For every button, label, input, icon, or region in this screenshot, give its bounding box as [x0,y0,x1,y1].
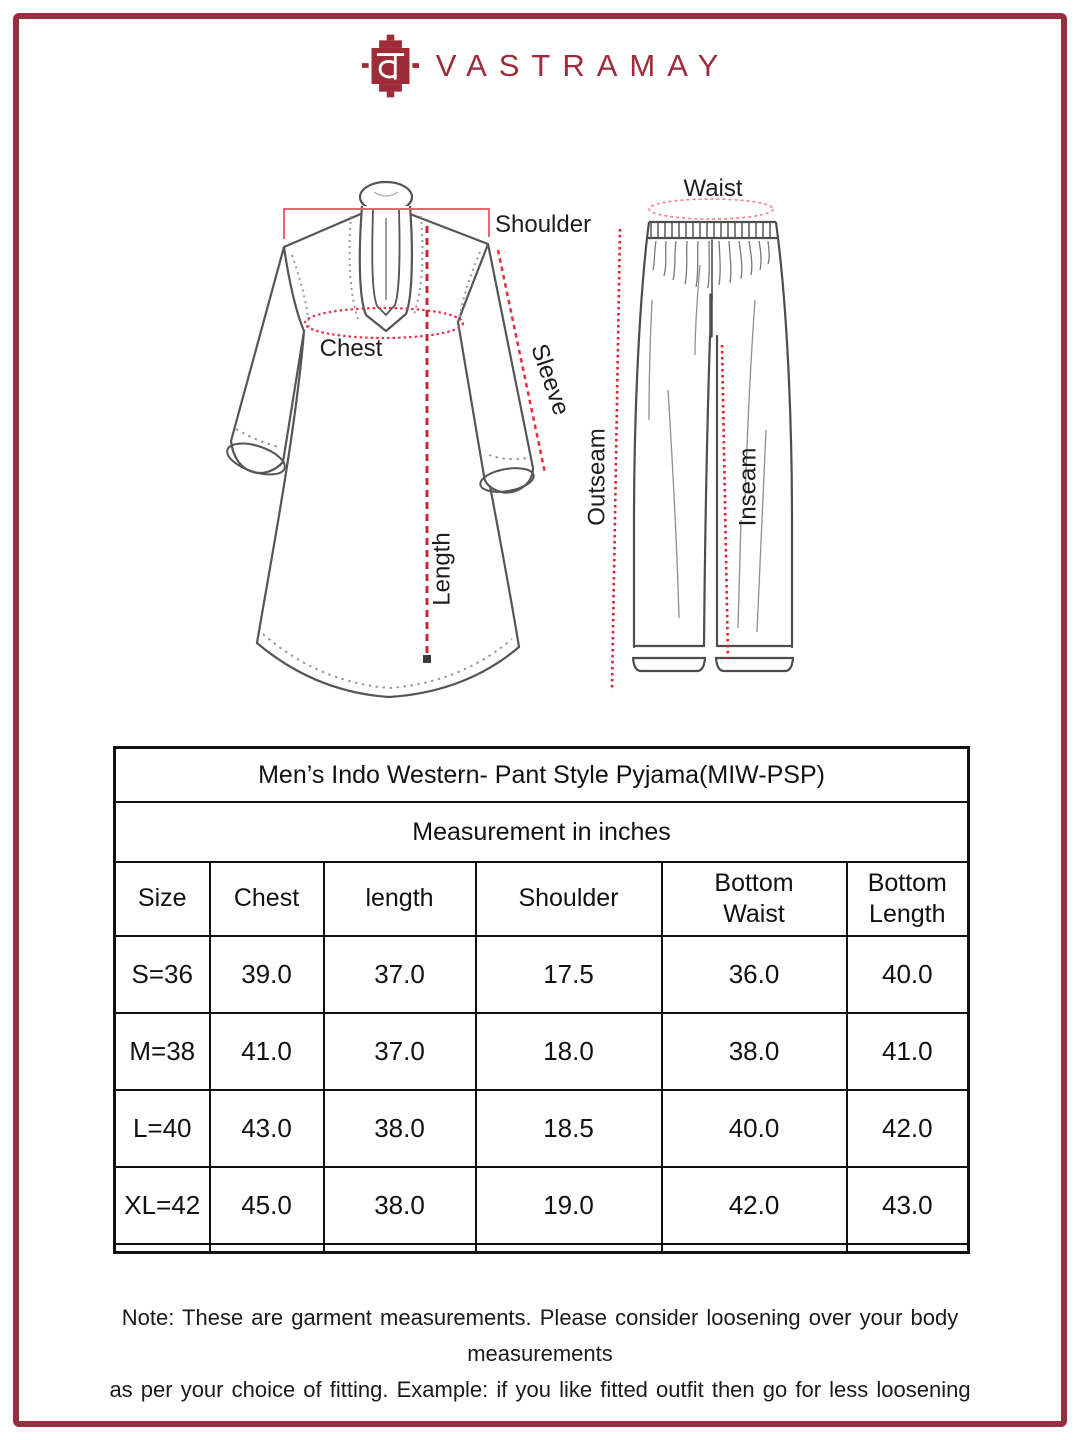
empty-cell [208,1243,325,1254]
sleeve-label: Sleeve [525,341,574,419]
cell-bottom-waist: 36.0 [660,935,848,1014]
cell-shoulder: 19.0 [474,1166,663,1245]
outseam-label: Outseam [583,428,610,525]
pyjama-waistband [645,220,780,240]
column-header-shoulder: Shoulder [474,861,663,937]
size-row-l: L=40 43.0 38.0 18.5 40.0 42.0 [113,1089,970,1168]
pyjama-wrinkle-lines [648,264,767,633]
cell-bottom-length: 43.0 [845,1166,970,1245]
length-label: Length [428,532,455,605]
kurta-armhole-left [291,254,310,328]
brand-logo: VASTRAMAY [0,34,1080,98]
kurta-collar [348,180,424,333]
table-subtitle: Measurement in inches [113,801,970,863]
size-chart-table: Men’s Indo Western- Pant Style Pyjama(MI… [113,746,971,1254]
cell-bottom-length: 42.0 [845,1089,970,1168]
cell-shoulder: 18.0 [474,1012,663,1091]
note-line-2: as per your choice of fitting. Example: … [109,1377,971,1403]
column-header-bottom-length: Bottom Length [845,861,970,937]
empty-cell [660,1243,848,1254]
cell-chest: 45.0 [208,1166,325,1245]
chest-label: Chest [320,335,383,362]
kurta-diagram: Shoulder Chest Sleeve Length [226,180,591,699]
waist-label: Waist [683,175,742,202]
cell-length: 38.0 [322,1089,477,1168]
column-header-label: Chest [233,884,300,913]
cell-size: L=40 [113,1089,211,1168]
cell-bottom-length: 40.0 [845,935,970,1014]
column-header-size: Size [113,861,211,937]
shoulder-measure-line [283,208,490,239]
cell-bottom-waist: 42.0 [660,1166,848,1245]
column-header-label: length [365,884,434,913]
table-cutoff-row [113,1243,970,1254]
inseam-measure-line [720,344,730,660]
column-header-label: Size [137,884,187,913]
pyjama-outline [631,236,795,673]
cell-shoulder: 17.5 [474,935,663,1014]
cell-bottom-waist: 38.0 [660,1012,848,1091]
cell-length: 37.0 [322,935,477,1014]
size-row-m: M=38 41.0 37.0 18.0 38.0 41.0 [113,1012,970,1091]
pyjama-gather-lines [652,240,770,289]
cell-shoulder: 18.5 [474,1089,663,1168]
pyjama-diagram: Waist Outseam Inseam [583,175,795,692]
cell-size: XL=42 [113,1166,211,1245]
cell-bottom-length: 41.0 [845,1012,970,1091]
length-line-end-marker [423,655,431,663]
kurta-hem-stitch [262,633,513,690]
empty-cell [474,1243,663,1254]
empty-cell [322,1243,477,1254]
cell-length: 37.0 [322,1012,477,1091]
waist-measure-ellipse [648,198,774,220]
cell-length: 38.0 [322,1166,477,1245]
inseam-label: Inseam [734,448,761,527]
sleeve-measure-line [496,249,547,474]
table-header-row: Size Chest length Shoulder Bottom Waist … [113,861,970,937]
brand-wordmark: VASTRAMAY [435,48,731,83]
column-header-length: length [322,861,477,937]
kurta-armhole-right [458,251,481,322]
size-row-xl: XL=42 45.0 38.0 19.0 42.0 43.0 [113,1166,970,1245]
column-header-chest: Chest [208,861,325,937]
table-title: Men’s Indo Western- Pant Style Pyjama(MI… [113,746,970,803]
chest-measure-ellipse [303,306,465,340]
cell-chest: 41.0 [208,1012,325,1091]
cell-chest: 43.0 [208,1089,325,1168]
column-header-label: Shoulder [518,884,619,913]
shoulder-label: Shoulder [495,211,591,238]
note-line-1: Note: These are garment measurements. Pl… [121,1305,959,1367]
measurement-diagram: Shoulder Chest Sleeve Length [226,175,795,699]
kurta-left-sleeve [226,245,306,476]
vastramay-monogram-icon [361,34,419,98]
note-text: Note: These are garment measurements. Pl… [0,1300,1080,1408]
kurta-right-sleeve [456,242,535,494]
cell-size: M=38 [113,1012,211,1091]
cell-size: S=36 [113,935,211,1014]
column-header-label: Bottom Length [867,868,947,928]
cell-bottom-waist: 40.0 [660,1089,848,1168]
cell-chest: 39.0 [208,935,325,1014]
size-row-s: S=36 39.0 37.0 17.5 36.0 40.0 [113,935,970,1014]
column-header-label: Bottom Waist [714,868,794,928]
outseam-measure-line [610,228,622,692]
column-header-bottom-waist: Bottom Waist [660,861,848,937]
empty-cell [845,1243,970,1254]
empty-cell [113,1243,211,1254]
